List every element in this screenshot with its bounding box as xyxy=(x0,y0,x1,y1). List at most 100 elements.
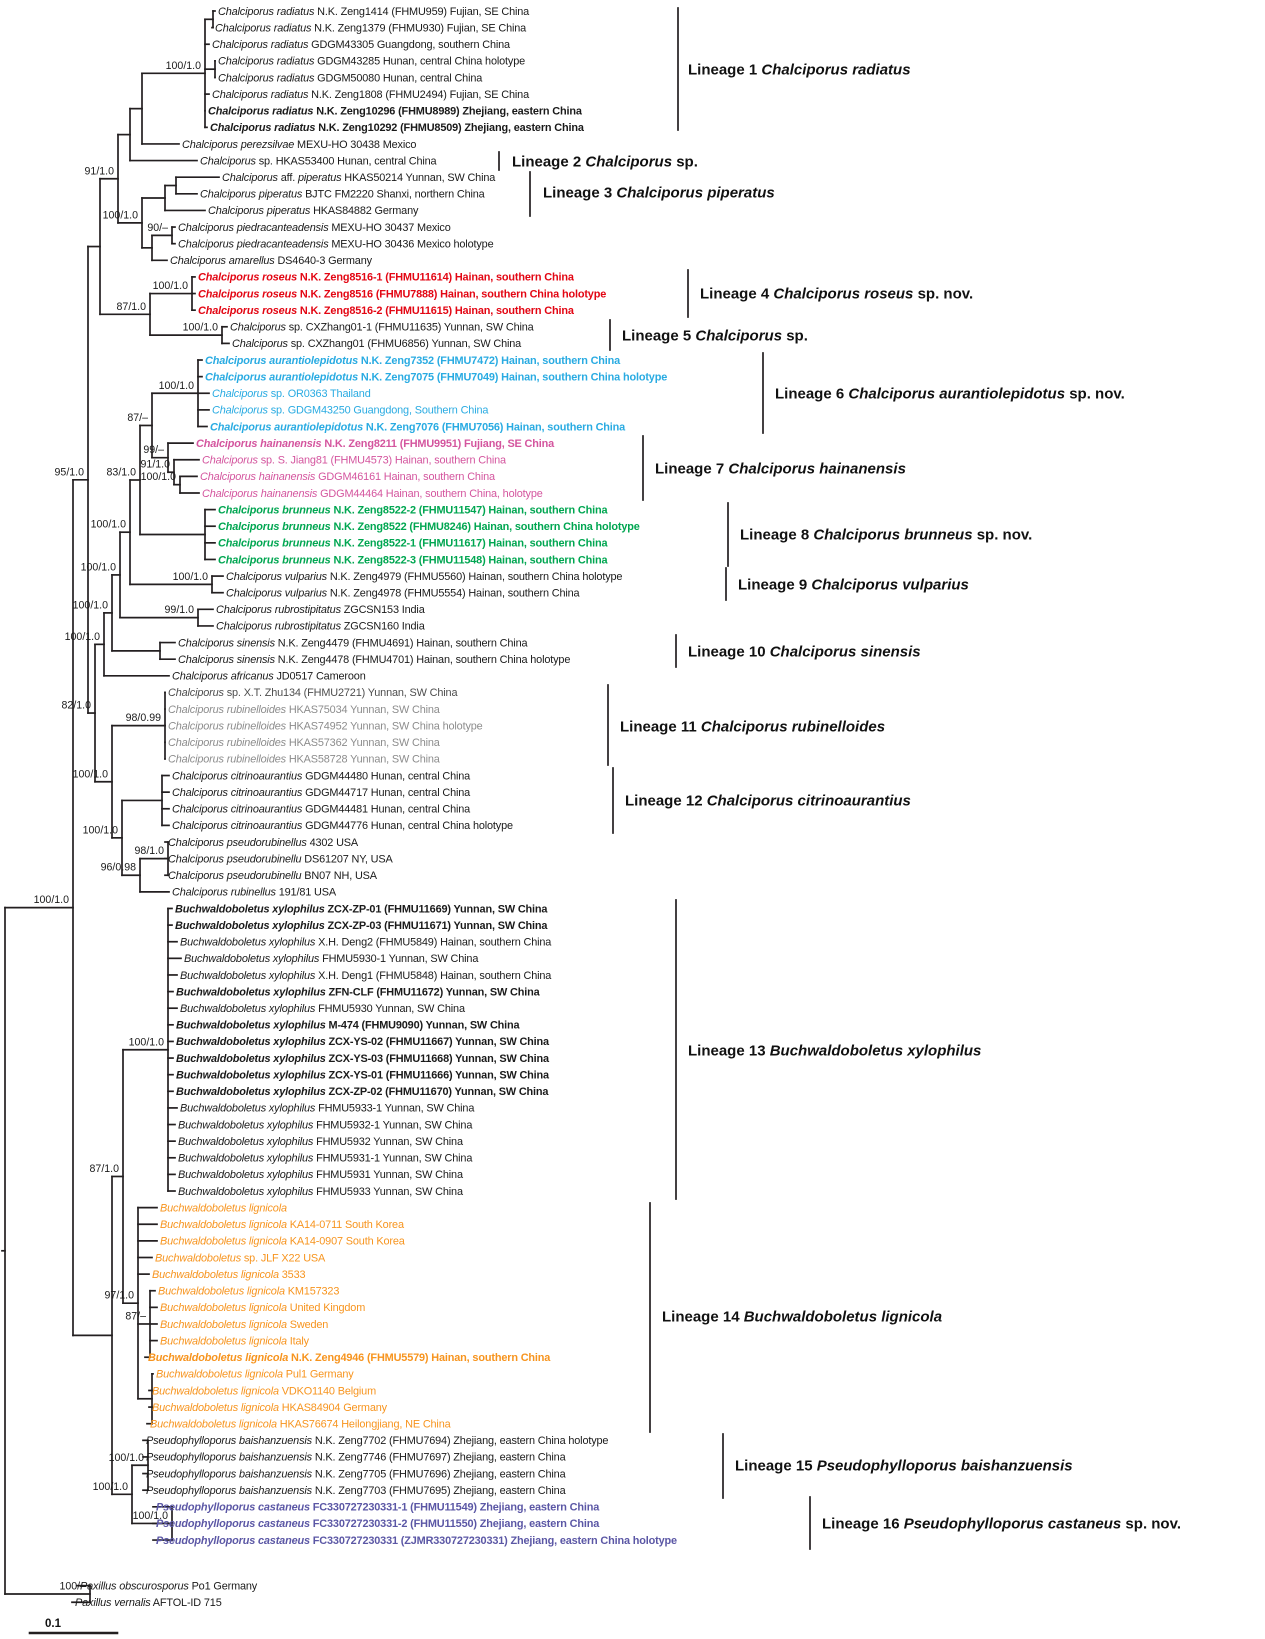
support-value: 98/1.0 xyxy=(135,845,165,857)
support-value: 100/1.0 xyxy=(65,631,100,643)
taxon-label: Buchwaldoboletus lignicola KA14-0711 Sou… xyxy=(160,1219,405,1231)
support-value: 100/1.0 xyxy=(129,1036,164,1048)
taxon-label: Chalciporus citrinoaurantius GDGM44776 H… xyxy=(172,820,513,832)
support-value: 100/1.0 xyxy=(91,519,126,531)
taxon-label: Chalciporus radiatus GDGM43305 Guangdong… xyxy=(212,39,511,51)
taxon-label: Chalciporus radiatus N.K. Zeng1379 (FHMU… xyxy=(215,22,527,34)
support-value: 100/1.0 xyxy=(173,571,208,583)
support-value: 87/1.0 xyxy=(90,1163,120,1175)
taxon-label: Chalciporus vulparius N.K. Zeng4979 (FHM… xyxy=(226,571,622,583)
taxon-label: Buchwaldoboletus xylophilus ZCX-YS-02 (F… xyxy=(176,1036,550,1048)
support-value: 100/1.0 xyxy=(73,768,108,780)
support-value: 95/1.0 xyxy=(55,466,85,478)
taxon-label: Chalciporus roseus N.K. Zeng8516-2 (FHMU… xyxy=(198,305,575,317)
taxon-label: Chalciporus hainanensis GDGM46161 Hainan… xyxy=(200,471,496,483)
taxon-label: Chalciporus rubrostipitatus ZGCSN153 Ind… xyxy=(216,604,426,616)
taxon-label: Buchwaldoboletus xylophilus ZCX-ZP-01 (F… xyxy=(175,903,548,915)
support-value: 100/1.0 xyxy=(153,280,188,292)
taxon-label: Chalciporus citrinoaurantius GDGM44717 H… xyxy=(172,787,471,799)
taxon-label: Chalciporus roseus N.K. Zeng8516 (FHMU78… xyxy=(198,288,606,300)
support-value: 100/1.0 xyxy=(141,471,176,483)
taxon-label: Chalciporus roseus N.K. Zeng8516-1 (FHMU… xyxy=(198,272,575,284)
taxon-label: Chalciporus citrinoaurantius GDGM44480 H… xyxy=(172,770,471,782)
lineage-label: Lineage 14 Buchwaldoboletus lignicola xyxy=(662,1309,942,1326)
taxon-label: Pseudophylloporus baishanzuensis N.K. Ze… xyxy=(146,1468,567,1480)
taxon-label: Buchwaldoboletus lignicola KA14-0907 Sou… xyxy=(160,1236,406,1248)
taxon-label: Buchwaldoboletus xylophilus FHMU5930-1 Y… xyxy=(184,953,479,965)
taxon-label: Chalciporus piperatus HKAS84882 Germany xyxy=(208,205,419,217)
support-value: 90/– xyxy=(147,222,168,234)
taxon-label: Chalciporus radiatus N.K. Zeng1808 (FHMU… xyxy=(212,89,530,101)
taxon-label: Chalciporus piedracanteadensis MEXU-HO 3… xyxy=(178,238,494,250)
lineage-label: Lineage 16 Pseudophylloporus castaneus s… xyxy=(822,1516,1181,1533)
support-value: 100/1.0 xyxy=(103,209,138,221)
taxon-label: Chalciporus radiatus GDGM43285 Hunan, ce… xyxy=(218,56,525,68)
taxon-label: Buchwaldoboletus lignicola Italy xyxy=(160,1335,310,1347)
taxon-label: Chalciporus sp. HKAS53400 Hunan, central… xyxy=(200,155,438,167)
support-value: 82/1.0 xyxy=(62,700,92,712)
taxon-label: Buchwaldoboletus xylophilus ZCX-YS-01 (F… xyxy=(176,1069,550,1081)
lineage-label: Lineage 12 Chalciporus citrinoaurantius xyxy=(625,793,911,810)
scale-bar-label: 0.1 xyxy=(45,1618,62,1630)
taxon-labels: Chalciporus radiatus N.K. Zeng1414 (FHMU… xyxy=(75,6,677,1609)
taxon-label: Buchwaldoboletus xylophilus ZFN-CLF (FHM… xyxy=(176,986,541,998)
taxon-label: Buchwaldoboletus lignicola HKAS84904 Ger… xyxy=(152,1402,388,1414)
taxon-label: Chalciporus africanus JD0517 Cameroon xyxy=(172,671,366,683)
taxon-label: Buchwaldoboletus xylophilus FHMU5933-1 Y… xyxy=(180,1103,475,1115)
support-value: 97/1.0 xyxy=(105,1290,135,1302)
taxon-label: Buchwaldoboletus xylophilus FHMU5932-1 Y… xyxy=(178,1119,473,1131)
support-value: 100/– xyxy=(59,1580,86,1592)
scale-bar: 0.1 xyxy=(28,1618,119,1635)
lineage-label: Lineage 8 Chalciporus brunneus sp. nov. xyxy=(740,527,1032,544)
taxon-label: Chalciporus rubinellus 191/81 USA xyxy=(172,887,337,899)
support-value: 83/1.0 xyxy=(107,466,137,478)
taxon-label: Chalciporus aurantiolepidotus N.K. Zeng7… xyxy=(205,371,667,383)
taxon-label: Buchwaldoboletus lignicola United Kingdo… xyxy=(160,1302,365,1314)
taxon-label: Chalciporus brunneus N.K. Zeng8522 (FHMU… xyxy=(218,521,640,533)
taxon-label: Chalciporus aff. piperatus HKAS50214 Yun… xyxy=(222,172,496,184)
taxon-label: Buchwaldoboletus sp. JLF X22 USA xyxy=(155,1252,326,1264)
taxon-label: Chalciporus aurantiolepidotus N.K. Zeng7… xyxy=(205,355,621,367)
lineage-label: Lineage 4 Chalciporus roseus sp. nov. xyxy=(700,286,973,303)
taxon-label: Chalciporus sinensis N.K. Zeng4478 (FHMU… xyxy=(178,654,570,666)
taxon-label: Buchwaldoboletus lignicola VDKO1140 Belg… xyxy=(152,1385,376,1397)
support-value: 100/1.0 xyxy=(166,60,201,72)
taxon-label: Chalciporus sp. GDGM43250 Guangdong, Sou… xyxy=(212,405,489,417)
taxon-label: Chalciporus perezsilvae MEXU-HO 30438 Me… xyxy=(182,139,416,151)
support-value: 100/1.0 xyxy=(183,322,218,334)
taxon-label: Chalciporus citrinoaurantius GDGM44481 H… xyxy=(172,804,471,816)
taxon-label: Chalciporus sp. OR0363 Thailand xyxy=(212,388,371,400)
support-value: 100/1.0 xyxy=(73,599,108,611)
taxon-label: Chalciporus piperatus BJTC FM2220 Shanxi… xyxy=(200,189,486,201)
lineage-label: Lineage 2 Chalciporus sp. xyxy=(512,154,698,171)
taxon-label: Buchwaldoboletus xylophilus M-474 (FHMU9… xyxy=(176,1020,521,1032)
lineage-label: Lineage 3 Chalciporus piperatus xyxy=(543,185,775,202)
taxon-label: Chalciporus rubrostipitatus ZGCSN160 Ind… xyxy=(216,621,426,633)
lineage-label: Lineage 5 Chalciporus sp. xyxy=(622,328,808,345)
support-value: 100/1.0 xyxy=(109,1452,144,1464)
taxon-label: Buchwaldoboletus xylophilus FHMU5930 Yun… xyxy=(180,1003,466,1015)
support-value: 87/1.0 xyxy=(117,301,147,313)
taxon-label: Paxillus obscurosporus Po1 Germany xyxy=(80,1580,258,1592)
lineage-label: Lineage 13 Buchwaldoboletus xylophilus xyxy=(688,1043,981,1060)
support-value: 100/1.0 xyxy=(83,824,118,836)
taxon-label: Buchwaldoboletus lignicola N.K. Zeng4946… xyxy=(148,1352,551,1364)
taxon-label: Chalciporus brunneus N.K. Zeng8522-2 (FH… xyxy=(218,504,608,516)
taxon-label: Chalciporus rubinelloides HKAS58728 Yunn… xyxy=(168,754,441,766)
taxon-label: Buchwaldoboletus xylophilus ZCX-ZP-03 (F… xyxy=(175,920,548,932)
taxon-label: Paxillus vernalis AFTOL-ID 715 xyxy=(75,1597,222,1609)
support-value: 87/– xyxy=(127,412,148,424)
taxon-label: Buchwaldoboletus xylophilus FHMU5932 Yun… xyxy=(178,1136,464,1148)
taxon-label: Chalciporus brunneus N.K. Zeng8522-3 (FH… xyxy=(218,554,608,566)
lineage-label: Lineage 11 Chalciporus rubinelloides xyxy=(620,719,885,736)
taxon-label: Chalciporus sp. S. Jiang81 (FHMU4573) Ha… xyxy=(202,455,507,467)
lineage-label: Lineage 10 Chalciporus sinensis xyxy=(688,644,921,661)
taxon-label: Buchwaldoboletus xylophilus ZCX-ZP-02 (F… xyxy=(176,1086,549,1098)
taxon-label: Chalciporus radiatus GDGM50080 Hunan, ce… xyxy=(218,72,483,84)
taxon-label: Pseudophylloporus castaneus FC3307272303… xyxy=(156,1502,600,1514)
support-value: 100/1.0 xyxy=(34,894,69,906)
taxon-label: Pseudophylloporus baishanzuensis N.K. Ze… xyxy=(146,1452,567,1464)
taxon-label: Buchwaldoboletus xylophilus FHMU5931-1 Y… xyxy=(178,1153,473,1165)
